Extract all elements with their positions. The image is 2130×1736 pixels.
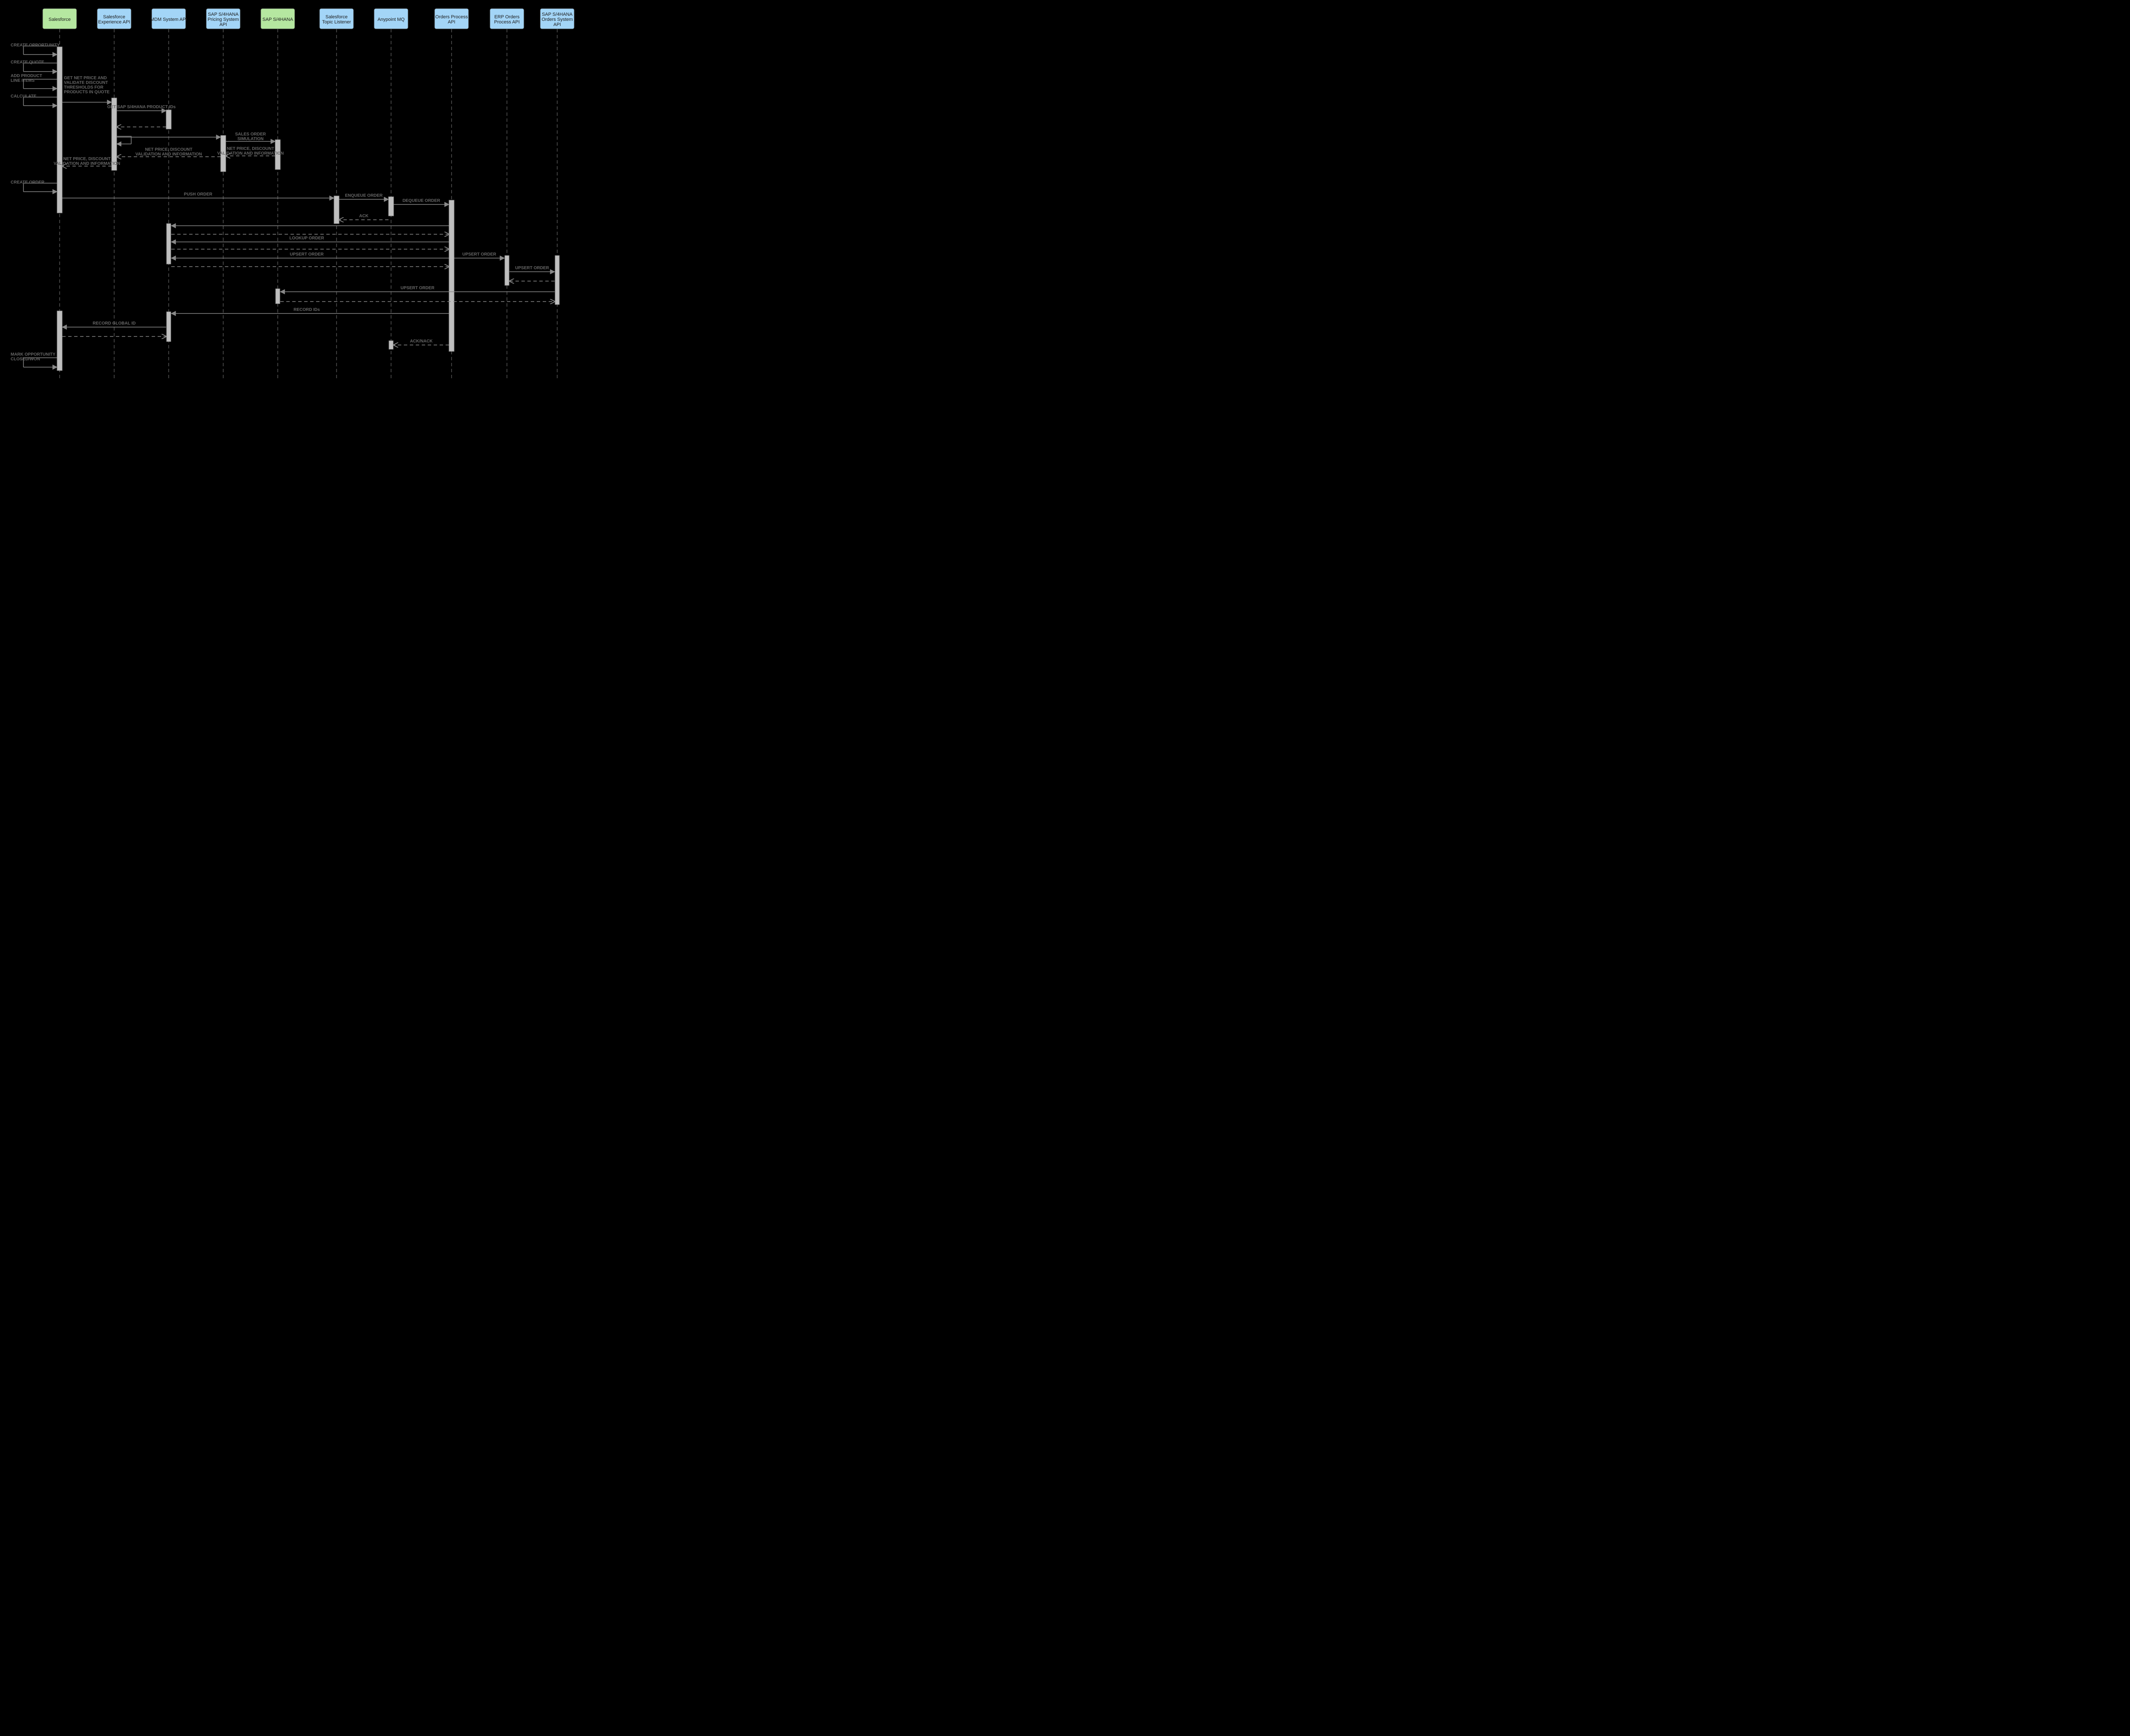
self-msg-0: CREATE OPPORTUNITY: [11, 43, 60, 48]
msg-label-0: GET NET PRICE ANDVALIDATE DISCOUNTTHRESH…: [64, 76, 110, 95]
lane-label-amq: Anypoint MQ: [377, 17, 405, 22]
lane-label-s4: SAP S/4HANA: [262, 17, 294, 22]
activation-erp-9: [505, 256, 509, 285]
lane-s4: SAP S/4HANA: [261, 9, 295, 29]
self-msg-3: CALCULATE: [11, 94, 37, 99]
lane-label-stl: SalesforceTopic Listener: [322, 14, 351, 25]
lane-sfx: SalesforceExperience API: [97, 9, 131, 29]
msg-label-7: PUSH ORDER: [184, 192, 213, 197]
msg-label-25: ACK/NACK: [410, 339, 433, 344]
msg-label-4: NET PRICE, DISCOUNTVALIDATION AND INFORM…: [217, 147, 284, 156]
msg-label-18: UPSERT ORDER: [515, 266, 549, 270]
activation-sf-13: [57, 311, 62, 371]
msg-label-6: NET PRICE, DISCOUNTVALIDATION AND INFORM…: [54, 157, 120, 166]
activation-mdm-12: [167, 312, 171, 342]
self-msg-6: MARK OPPORTUNITYCLOSED/WON: [11, 352, 55, 362]
msg-label-8: ENQUEUE ORDER: [345, 193, 383, 198]
lane-erp: ERP OrdersProcess API: [490, 9, 524, 29]
msg-label-9: DEQUEUE ORDER: [403, 198, 440, 203]
lane-price: SAP S/4HANAPricing SystemAPI: [206, 9, 240, 29]
msg-label-10: ACK: [359, 214, 368, 218]
lane-label-mdm: MDM System API: [150, 17, 187, 22]
activation-stl-5: [334, 196, 339, 224]
msg-label-22: RECORD IDs: [294, 308, 320, 312]
lane-label-erp: ERP OrdersProcess API: [494, 14, 520, 25]
self-msg-4: CREATE ORDER: [11, 180, 45, 185]
activation-sf-0: [57, 47, 62, 213]
activation-s4o-10: [555, 256, 559, 305]
activation-mdm-2: [166, 110, 171, 129]
lane-sf: Salesforce: [43, 9, 77, 29]
msg-label-23: RECORD GLOBAL ID: [93, 321, 136, 326]
lane-amq: Anypoint MQ: [374, 9, 408, 29]
msg-label-16: UPSERT ORDER: [290, 252, 324, 257]
self-msg-2: ADD PRODUCTLINE ITEMS: [11, 74, 42, 83]
activation-amq-14: [389, 341, 393, 349]
msg-label-20: UPSERT ORDER: [400, 286, 435, 290]
lane-label-sf: Salesforce: [49, 17, 71, 22]
msg-label-5: NET PRICE, DISCOUNTVALIDATION AND INFORM…: [135, 147, 202, 157]
sequence-diagram: Salesforce SalesforceExperience API MDM Sy…: [0, 0, 2130, 385]
activation-opapi-7: [449, 200, 454, 351]
msg-label-15: UPSERT ORDER: [462, 252, 496, 257]
lane-mdm: MDM System API: [150, 9, 187, 29]
lane-opapi: Orders ProcessAPI: [435, 9, 469, 29]
msg-label-3: SALES ORDERSIMULATION: [235, 132, 266, 141]
activation-s4-11: [276, 289, 280, 304]
self-msg-1: CREATE QUOTE: [11, 60, 44, 65]
lane-stl: SalesforceTopic Listener: [320, 9, 354, 29]
msg-label-13: LOOKUP ORDER: [289, 236, 324, 241]
activation-mdm-8: [167, 224, 171, 264]
lane-s4o: SAP S/4HANAOrders SystemAPI: [540, 9, 574, 29]
msg-label-1: GET SAP S/4HANA PRODUCT IDs: [107, 105, 176, 109]
activation-amq-6: [389, 197, 394, 216]
